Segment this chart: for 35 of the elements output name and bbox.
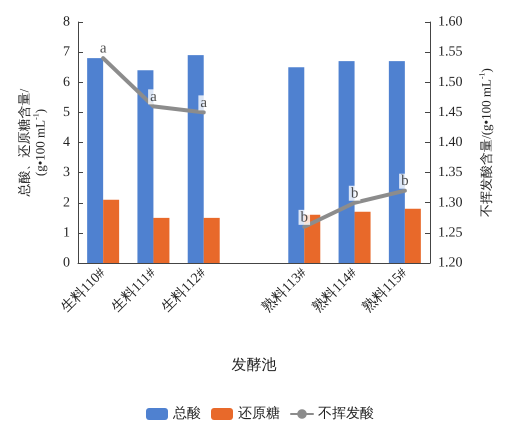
annotation: b	[350, 185, 358, 202]
y2-tick-label: 1.60	[438, 14, 462, 30]
legend-label: 总酸	[172, 406, 201, 422]
annotation: a	[150, 88, 158, 105]
annotation: b	[300, 209, 308, 226]
y2-tick-label: 1.25	[438, 225, 462, 240]
y2-tick-label: 1.55	[438, 44, 462, 60]
bar	[103, 200, 120, 263]
y-tick-label: 8	[63, 14, 70, 30]
x-axis-title: 发酵池	[232, 356, 276, 374]
y-tick-label: 6	[63, 74, 70, 90]
y-tick-label: 2	[63, 195, 70, 210]
bar	[153, 218, 170, 263]
y-tick-label: 7	[63, 44, 70, 60]
annotation: a	[200, 94, 208, 111]
y2-tick-label: 1.20	[438, 256, 462, 270]
annotation: b	[401, 173, 409, 190]
y2-tick-label: 1.30	[438, 195, 462, 210]
y-tick-label: 0	[63, 256, 70, 270]
y2-axis-title: 不挥发酸含量/(g•100 mL-1)	[478, 68, 494, 217]
y2-tick-label: 1.40	[438, 135, 462, 150]
y-tick-label: 1	[63, 225, 70, 240]
bar	[404, 208, 421, 263]
legend-label: 不挥发酸	[318, 406, 374, 422]
y2-tick-label: 1.35	[438, 165, 462, 180]
bar	[87, 58, 104, 263]
annotation: a	[100, 40, 107, 57]
bar	[204, 218, 220, 263]
y2-tick-label: 1.45	[438, 104, 462, 120]
y-tick-label: 5	[63, 104, 70, 120]
y-tick-label: 3	[63, 165, 70, 180]
bar	[354, 212, 371, 263]
legend-label: 还原糖	[238, 406, 280, 422]
y2-tick-label: 1.50	[438, 74, 462, 90]
y-tick-label: 4	[63, 135, 70, 150]
